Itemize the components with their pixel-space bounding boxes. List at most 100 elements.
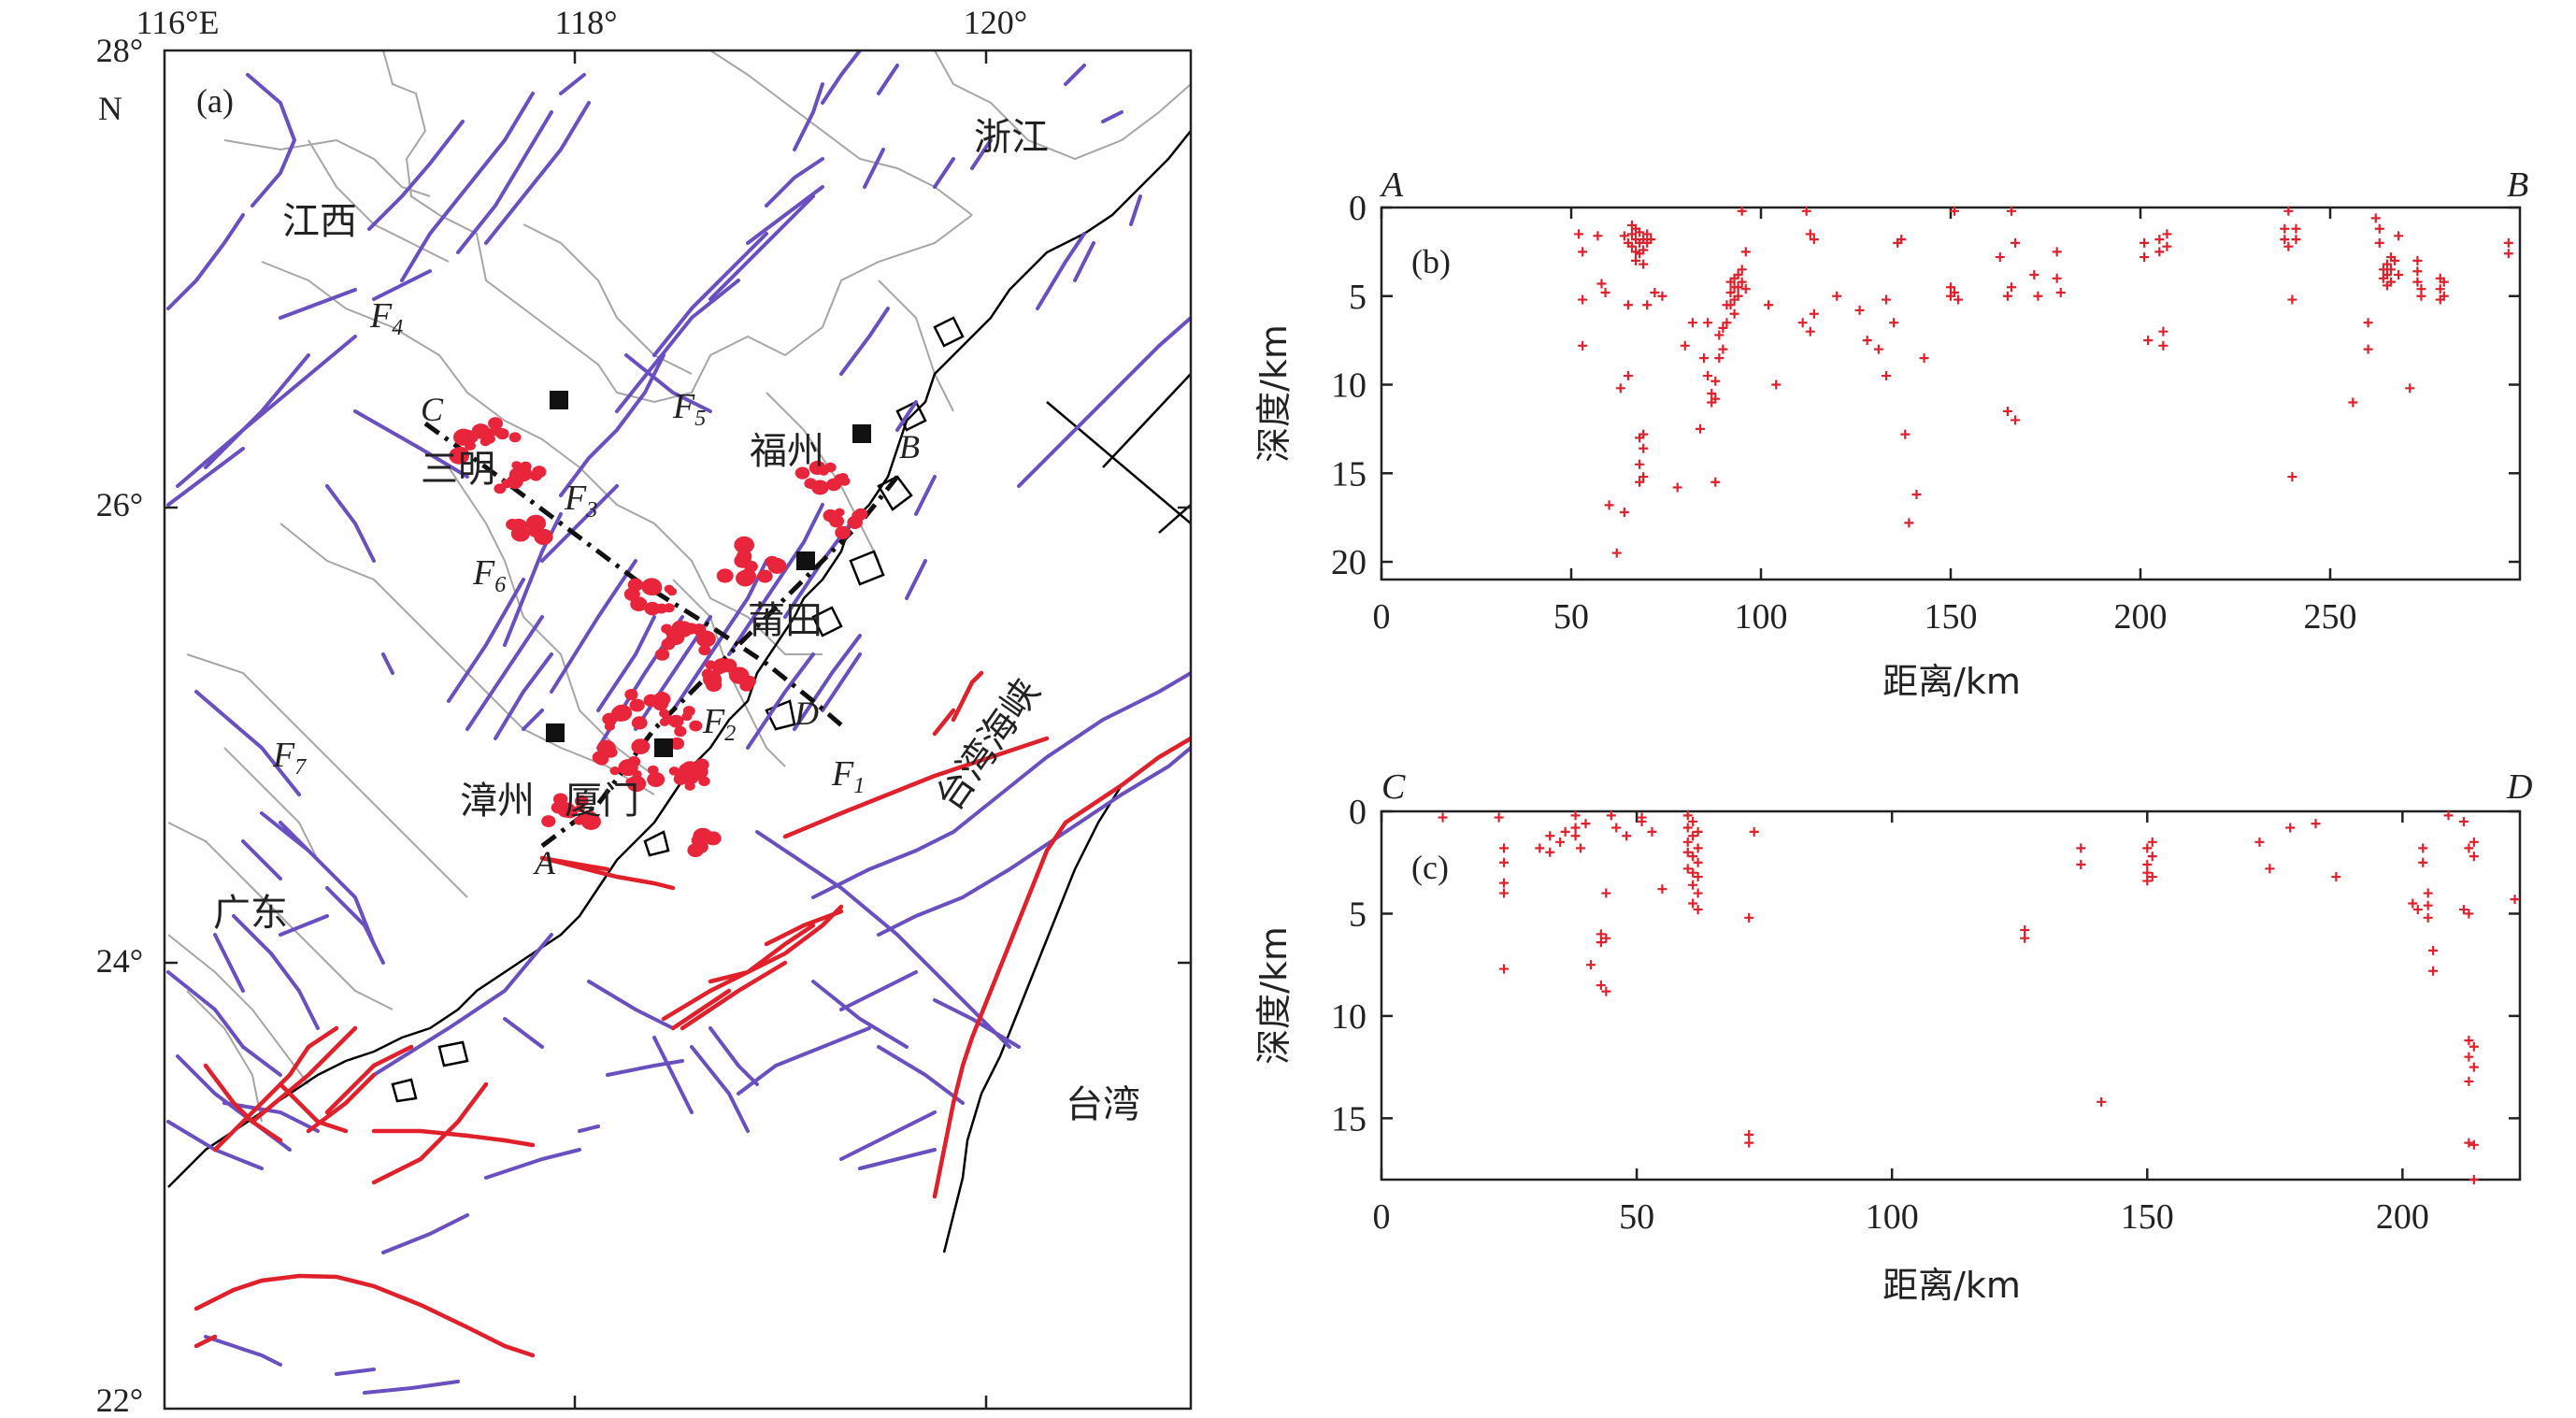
hypocenter-point (1596, 981, 1606, 991)
hypocenter-point (1693, 826, 1703, 837)
hypocenter-point (2469, 837, 2479, 847)
hypocenter-point (1601, 888, 1611, 898)
epicenter-dot (728, 666, 750, 684)
hypocenter-point (1744, 912, 1754, 923)
hypocenter-point (1650, 287, 1660, 297)
y-tick-label: 10 (1331, 366, 1367, 406)
epicenter-dot (541, 815, 556, 828)
epicenter-dot (705, 678, 723, 693)
hypocenter-point (2265, 864, 2275, 874)
hypocenter-point (2428, 966, 2439, 976)
lon-tick-120: 120° (964, 4, 1027, 41)
hypocenter-point (1601, 986, 1611, 996)
lat-tick-22: 22° (96, 1382, 143, 1418)
hypocenter-point (1570, 810, 1581, 821)
hypocenter-point (1626, 241, 1637, 251)
hypocenter-point (1623, 300, 1633, 310)
map-frame (163, 49, 1193, 1411)
profile-lines (423, 421, 899, 848)
hypocenter-point (1647, 826, 1657, 837)
x-tick-label: 50 (1619, 1197, 1654, 1237)
hypocenter-point (1919, 353, 1929, 364)
hypocenter-point (2052, 273, 2062, 283)
panel-a-label: (a) (196, 82, 234, 120)
hypocenter-point (1740, 284, 1751, 294)
hypocenter-point (2285, 823, 2296, 833)
hypocenter-point (1499, 843, 1510, 853)
hypocenter-point (2020, 933, 2030, 943)
fault-label-f4: F4 (369, 296, 403, 340)
epicenter-dot (508, 432, 522, 443)
hypocenter-point (2140, 252, 2150, 263)
y-tick-label: 10 (1331, 997, 1367, 1037)
hypocenter-point (1710, 376, 1721, 386)
epicenter-dot (557, 802, 576, 818)
hypocenter-point (1703, 371, 1713, 381)
chart-b-xticks: 0 50 100 150 200 250 (1373, 208, 2357, 637)
epicenter-cluster (449, 417, 868, 857)
hypocenter-point (1707, 389, 1717, 398)
hypocenter-point (2331, 872, 2341, 882)
hypocenter-point (1693, 905, 1703, 915)
hypocenter-point (1639, 429, 1649, 439)
epicenter-dot (629, 698, 645, 712)
epicenter-dot (682, 706, 695, 717)
hypocenter-point (1581, 819, 1591, 829)
hypocenter-point (1740, 247, 1751, 257)
profile-chart-b: 0 50 100 150 200 250 0 5 10 15 20 (b) A B 距离/km 深… (1253, 165, 2528, 702)
epicenter-dot (664, 603, 675, 613)
fault-label-f3: F3 (564, 479, 597, 523)
x-tick-label: 150 (1925, 597, 1978, 637)
hypocenter-point (1854, 305, 1865, 315)
panel-c-label: (c) (1411, 849, 1449, 886)
hypocenter-point (2006, 206, 2016, 216)
chart-b-start-label: A (1379, 165, 1404, 205)
epicenter-dot (853, 508, 868, 521)
epicenter-dot (804, 478, 818, 490)
hypocenter-point (2443, 810, 2454, 821)
hypocenter-point (2416, 291, 2426, 301)
hypocenter-point (2503, 249, 2513, 259)
hypocenter-point (1657, 291, 1667, 301)
hypocenter-point (1946, 282, 1955, 293)
epicenter-dot (661, 637, 676, 651)
epicenter-dot (685, 768, 698, 779)
hypocenter-point (1718, 344, 1728, 354)
hypocenter-point (2076, 843, 2086, 853)
hypocenter-point (1622, 831, 1632, 841)
chart-b-xlabel: 距离/km (1882, 661, 2021, 702)
epicenter-dot (627, 578, 644, 592)
hypocenter-point (2162, 229, 2172, 239)
epicenter-dot (609, 766, 621, 776)
map-panel: 116°E 118° 120° 28° N 26° 24° 22° (96, 4, 1193, 1418)
hypocenter-point (1623, 371, 1633, 381)
epicenter-dot (698, 644, 711, 656)
profile-label-c: C (421, 391, 444, 428)
map-frame-ticks (165, 50, 1191, 1409)
hypocenter-point (1889, 318, 1899, 328)
epicenter-dot (687, 843, 704, 857)
hypocenter-point (2254, 837, 2265, 847)
hypocenter-point (1642, 300, 1653, 310)
hypocenter-point (2291, 223, 2301, 234)
hypocenter-point (1682, 810, 1693, 821)
hypocenter-point (2055, 287, 2066, 297)
chart-c-start-label: C (1381, 767, 1406, 807)
hypocenter-point (2374, 237, 2384, 248)
hypocenter-point (2435, 284, 2445, 294)
hypocenter-point (1714, 330, 1724, 340)
hypocenter-point (2385, 277, 2396, 287)
epicenter-dot (647, 765, 659, 775)
hypocenter-point (1911, 490, 1922, 500)
epicenter-dot (652, 696, 669, 711)
hypocenter-point (2029, 270, 2039, 280)
hypocenter-point (1809, 308, 1819, 319)
hypocenter-point (1764, 300, 1774, 310)
hypocenter-point (1494, 812, 1504, 823)
hypocenter-point (2464, 909, 2474, 919)
hypocenter-point (2464, 843, 2474, 853)
hypocenter-point (2464, 1076, 2474, 1086)
epicenter-dot (694, 758, 709, 771)
chart-c-yticks: 0 5 10 15 (1331, 793, 2520, 1139)
hypocenter-point (1545, 831, 1555, 841)
